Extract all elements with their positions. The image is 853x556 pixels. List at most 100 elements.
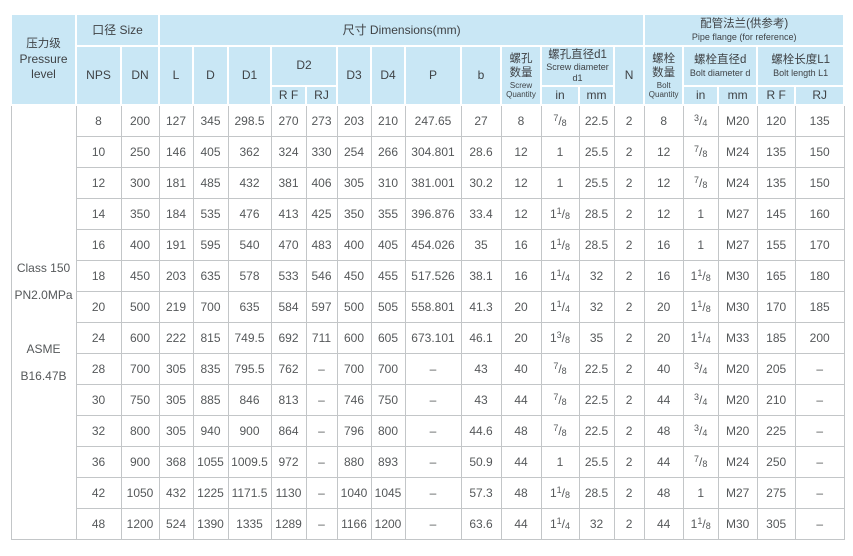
cell-screw-in: 13/8 — [540, 321, 580, 354]
header-bolt-len-en: Bolt length L1 — [773, 67, 829, 78]
cell-d2-rj: – — [305, 383, 338, 416]
cell-d2-rj: 546 — [305, 259, 338, 292]
cell-len-rf: 250 — [756, 445, 796, 478]
cell-d1: 749.5 — [227, 321, 272, 354]
header-D3: D3 — [336, 45, 372, 106]
cell-screw-qty: 40 — [500, 352, 542, 385]
cell-bolt-qty: 12 — [643, 135, 684, 168]
cell-bolt-in: 3/4 — [682, 352, 719, 385]
cell-len-rj: 150 — [794, 166, 845, 199]
cell-p: 396.876 — [404, 197, 462, 230]
cell-l: 432 — [158, 476, 194, 509]
pressure-level-line — [13, 309, 75, 336]
header-screw-qty-zh2: 数量 — [509, 67, 533, 80]
cell-d1: 540 — [227, 228, 272, 261]
cell-d: 1390 — [192, 507, 229, 540]
cell-bolt-qty: 44 — [643, 445, 684, 478]
header-D4: D4 — [370, 45, 406, 106]
cell-bolt-mm: M24 — [717, 445, 758, 478]
cell-screw-qty: 16 — [500, 228, 542, 261]
cell-d3: 350 — [336, 197, 372, 230]
cell-d2-rf: 864 — [270, 414, 307, 447]
cell-d: 1225 — [192, 476, 229, 509]
cell-len-rj: – — [794, 476, 845, 509]
header-dimensions-group: 尺寸 Dimensions(mm) — [157, 13, 646, 47]
cell-nps: 28 — [75, 352, 122, 385]
cell-l: 127 — [158, 104, 194, 137]
cell-screw-mm: 25.5 — [578, 445, 615, 478]
header-len-rj: RJ — [794, 84, 846, 106]
cell-bolt-in: 7/8 — [682, 135, 719, 168]
cell-screw-mm: 22.5 — [578, 352, 615, 385]
cell-bolt-mm: M20 — [717, 352, 758, 385]
header-screw-qty-en1: Screw — [509, 80, 533, 90]
cell-l: 181 — [158, 166, 194, 199]
cell-dn: 900 — [120, 445, 160, 478]
cell-screw-mm: 28.5 — [578, 228, 615, 261]
cell-d: 595 — [192, 228, 229, 261]
header-pipe-flange-group: 配管法兰(供参考) Pipe flange (for reference) — [643, 13, 846, 47]
cell-b: 33.4 — [460, 197, 502, 230]
header-screw-dia-en: Screw diameter d1 — [546, 62, 609, 84]
cell-dn: 1050 — [120, 476, 160, 509]
cell-bolt-qty: 48 — [643, 414, 684, 447]
cell-screw-mm: 22.5 — [578, 104, 615, 137]
cell-d4: 700 — [370, 352, 406, 385]
cell-d1: 846 — [227, 383, 272, 416]
cell-len-rf: 165 — [756, 259, 796, 292]
cell-screw-in: 1 — [540, 135, 580, 168]
cell-screw-in: 1 — [540, 445, 580, 478]
cell-bolt-qty: 20 — [643, 321, 684, 354]
cell-d: 700 — [192, 290, 229, 323]
cell-d3: 305 — [336, 166, 372, 199]
cell-nps: 10 — [75, 135, 122, 168]
cell-d2-rj: 330 — [305, 135, 338, 168]
cell-bolt-in: 11/8 — [682, 507, 719, 540]
cell-b: 35 — [460, 228, 502, 261]
cell-dn: 600 — [120, 321, 160, 354]
cell-dn: 400 — [120, 228, 160, 261]
cell-len-rj: 180 — [794, 259, 845, 292]
cell-bolt-mm: M20 — [717, 414, 758, 447]
cell-bolt-mm: M20 — [717, 104, 758, 137]
cell-d2-rf: 813 — [270, 383, 307, 416]
cell-nps: 8 — [75, 104, 122, 137]
cell-screw-in: 7/8 — [540, 104, 580, 137]
cell-bolt-in: 11/8 — [682, 290, 719, 323]
cell-screw-qty: 48 — [500, 414, 542, 447]
cell-d2-rj: – — [305, 352, 338, 385]
table-row: 10 250 146 405 362 324 330 254 266 304.801 28.6 12 1… — [11, 135, 845, 168]
cell-bolt-in: 3/4 — [682, 383, 719, 416]
cell-d2-rf: 584 — [270, 290, 307, 323]
cell-screw-mm: 22.5 — [578, 414, 615, 447]
header-screw-in: in — [540, 84, 580, 106]
header-bolt-qty-en1: Bolt — [656, 80, 671, 90]
cell-d3: 500 — [336, 290, 372, 323]
cell-d3: 796 — [336, 414, 372, 447]
cell-nps: 36 — [75, 445, 122, 478]
cell-dn: 450 — [120, 259, 160, 292]
cell-p: – — [404, 352, 462, 385]
cell-d: 835 — [192, 352, 229, 385]
cell-bolt-mm: M27 — [717, 476, 758, 509]
cell-d3: 600 — [336, 321, 372, 354]
table-row: 30 750 305 885 846 813–746 750–43 44 7/8 22.5 2 44 3… — [11, 383, 845, 416]
cell-bolt-in: 7/8 — [682, 445, 719, 478]
cell-bolt-in: 3/4 — [682, 414, 719, 447]
cell-b: 57.3 — [460, 476, 502, 509]
pressure-level-line: B16.47B — [20, 368, 67, 383]
cell-d3: 880 — [336, 445, 372, 478]
cell-n: 2 — [613, 352, 645, 385]
cell-d1: 795.5 — [227, 352, 272, 385]
cell-d: 405 — [192, 135, 229, 168]
cell-len-rf: 185 — [756, 321, 796, 354]
cell-d: 1055 — [192, 445, 229, 478]
cell-l: 146 — [158, 135, 194, 168]
cell-p: 517.526 — [404, 259, 462, 292]
cell-bolt-in: 7/8 — [682, 166, 719, 199]
cell-p: – — [404, 414, 462, 447]
cell-d3: 203 — [336, 104, 372, 137]
cell-bolt-in: 1 — [682, 228, 719, 261]
cell-l: 305 — [158, 414, 194, 447]
